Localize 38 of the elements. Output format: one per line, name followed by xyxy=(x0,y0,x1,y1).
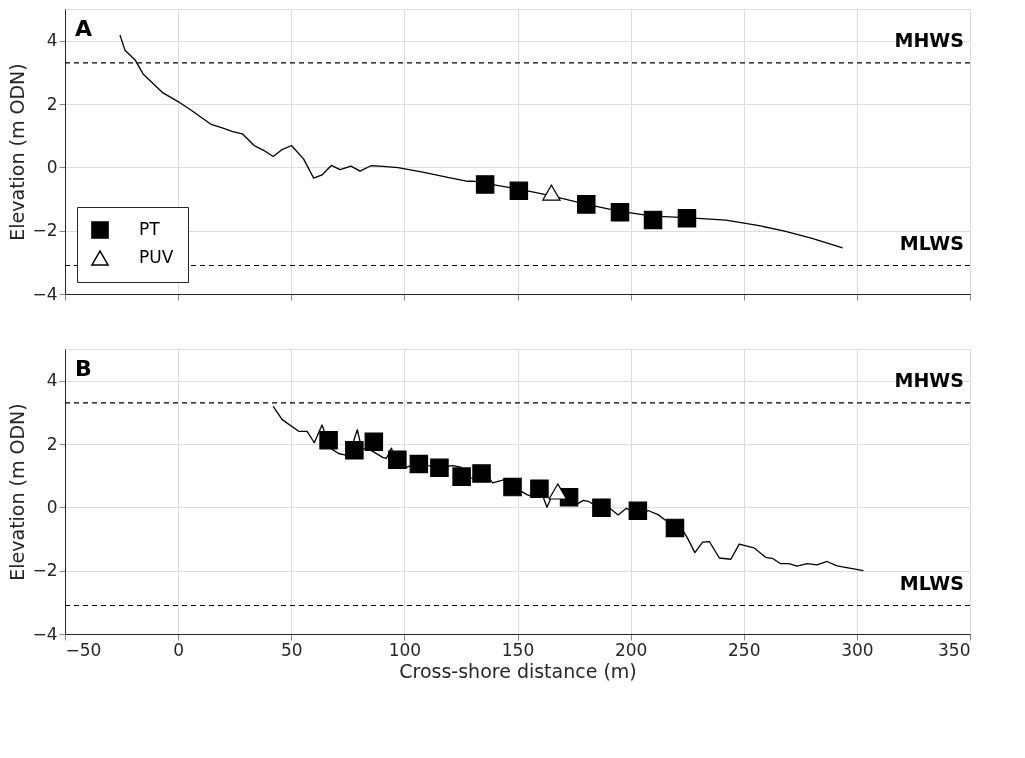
y-tick-label: −4 xyxy=(32,283,58,304)
x-tick-label: 350 xyxy=(938,639,971,660)
point xyxy=(643,210,663,230)
y-tick-label: −2 xyxy=(32,560,58,581)
line-series xyxy=(272,405,865,572)
ref-line-label: MHWS xyxy=(894,368,964,391)
ref-line-label: MLWS xyxy=(899,571,964,594)
y-tick-label: −2 xyxy=(32,220,58,241)
y-axis-title: Elevation (m ODN) xyxy=(6,403,29,581)
chart-title: A xyxy=(75,16,93,41)
point xyxy=(577,195,596,214)
x-tick-label: 150 xyxy=(501,639,535,660)
y-tick-label: 4 xyxy=(46,370,58,391)
x-tick-label: −50 xyxy=(65,639,102,660)
ref-line-label: MHWS xyxy=(894,28,964,51)
point xyxy=(677,209,697,228)
y-tick-label: 2 xyxy=(46,433,58,454)
point xyxy=(475,175,495,194)
x-tick-label: 200 xyxy=(614,639,648,660)
point xyxy=(542,184,561,201)
y-tick-label: −4 xyxy=(32,623,58,644)
point xyxy=(610,203,630,222)
legend-label: PT xyxy=(139,219,161,239)
y-tick-label: 0 xyxy=(46,496,58,517)
x-tick-label: 250 xyxy=(728,639,761,660)
point xyxy=(509,181,529,201)
x-tick-label: 50 xyxy=(280,639,303,660)
y-axis-title: Elevation (m ODN) xyxy=(6,63,29,241)
legend-label: PUV xyxy=(139,247,174,267)
y-tick-label: 0 xyxy=(46,156,58,177)
x-tick-label: 0 xyxy=(173,639,185,660)
y-tick-label: 2 xyxy=(46,93,58,114)
x-tick-label: 300 xyxy=(841,639,874,660)
x-axis-title: Cross-shore distance (m) xyxy=(399,659,637,682)
y-tick-label: 4 xyxy=(46,30,58,51)
x-tick-label: 100 xyxy=(388,639,422,660)
ref-line-label: MLWS xyxy=(899,231,964,254)
chart-title: B xyxy=(75,356,92,381)
